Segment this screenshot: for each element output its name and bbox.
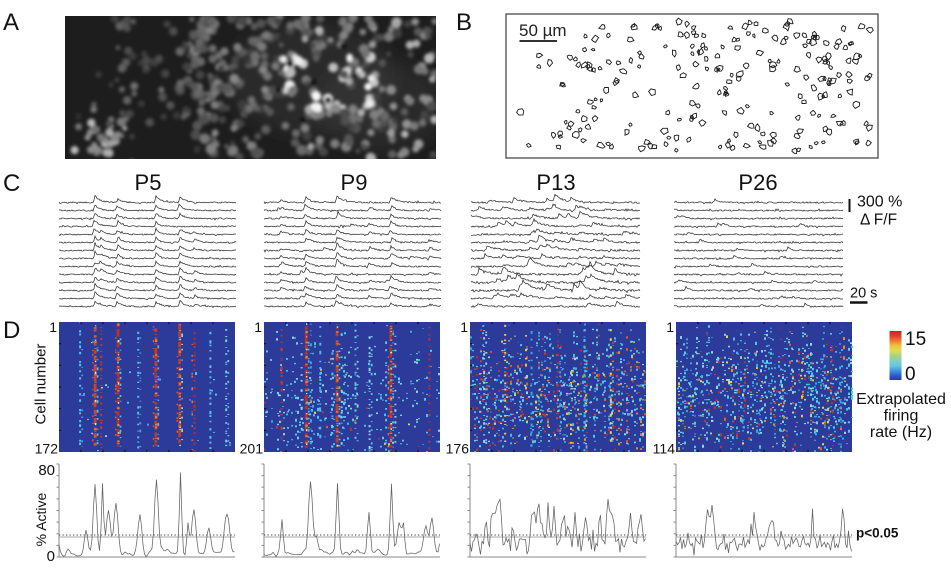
svg-text:rate (Hz): rate (Hz): [870, 424, 932, 441]
svg-text:1: 1: [49, 319, 57, 335]
svg-text:114: 114: [653, 441, 676, 457]
svg-text:Extrapolated: Extrapolated: [856, 391, 946, 408]
svg-text:80: 80: [38, 462, 55, 479]
svg-text:D: D: [3, 317, 20, 344]
svg-text:firing: firing: [884, 408, 919, 425]
svg-text:50 µm: 50 µm: [519, 21, 567, 40]
svg-text:172: 172: [35, 441, 59, 457]
svg-text:Δ F/F: Δ F/F: [860, 212, 897, 229]
svg-text:176: 176: [446, 441, 470, 457]
svg-text:1: 1: [254, 319, 262, 335]
svg-text:Cell number: Cell number: [33, 344, 50, 425]
svg-text:20 s: 20 s: [850, 286, 877, 302]
svg-text:15: 15: [905, 329, 926, 350]
svg-text:% Active: % Active: [33, 492, 49, 546]
svg-text:P26: P26: [738, 170, 777, 195]
svg-text:0: 0: [47, 548, 55, 565]
svg-text:B: B: [456, 9, 472, 36]
svg-text:P13: P13: [536, 170, 575, 195]
svg-text:1: 1: [460, 319, 468, 335]
svg-text:1: 1: [666, 319, 674, 335]
svg-text:P5: P5: [135, 170, 162, 195]
svg-text:C: C: [3, 170, 20, 197]
svg-text:P9: P9: [341, 170, 368, 195]
svg-text:0: 0: [905, 364, 916, 385]
svg-text:201: 201: [240, 441, 264, 457]
svg-text:A: A: [3, 9, 19, 36]
svg-text:p<0.05: p<0.05: [856, 526, 899, 541]
svg-text:300 %: 300 %: [857, 194, 902, 211]
